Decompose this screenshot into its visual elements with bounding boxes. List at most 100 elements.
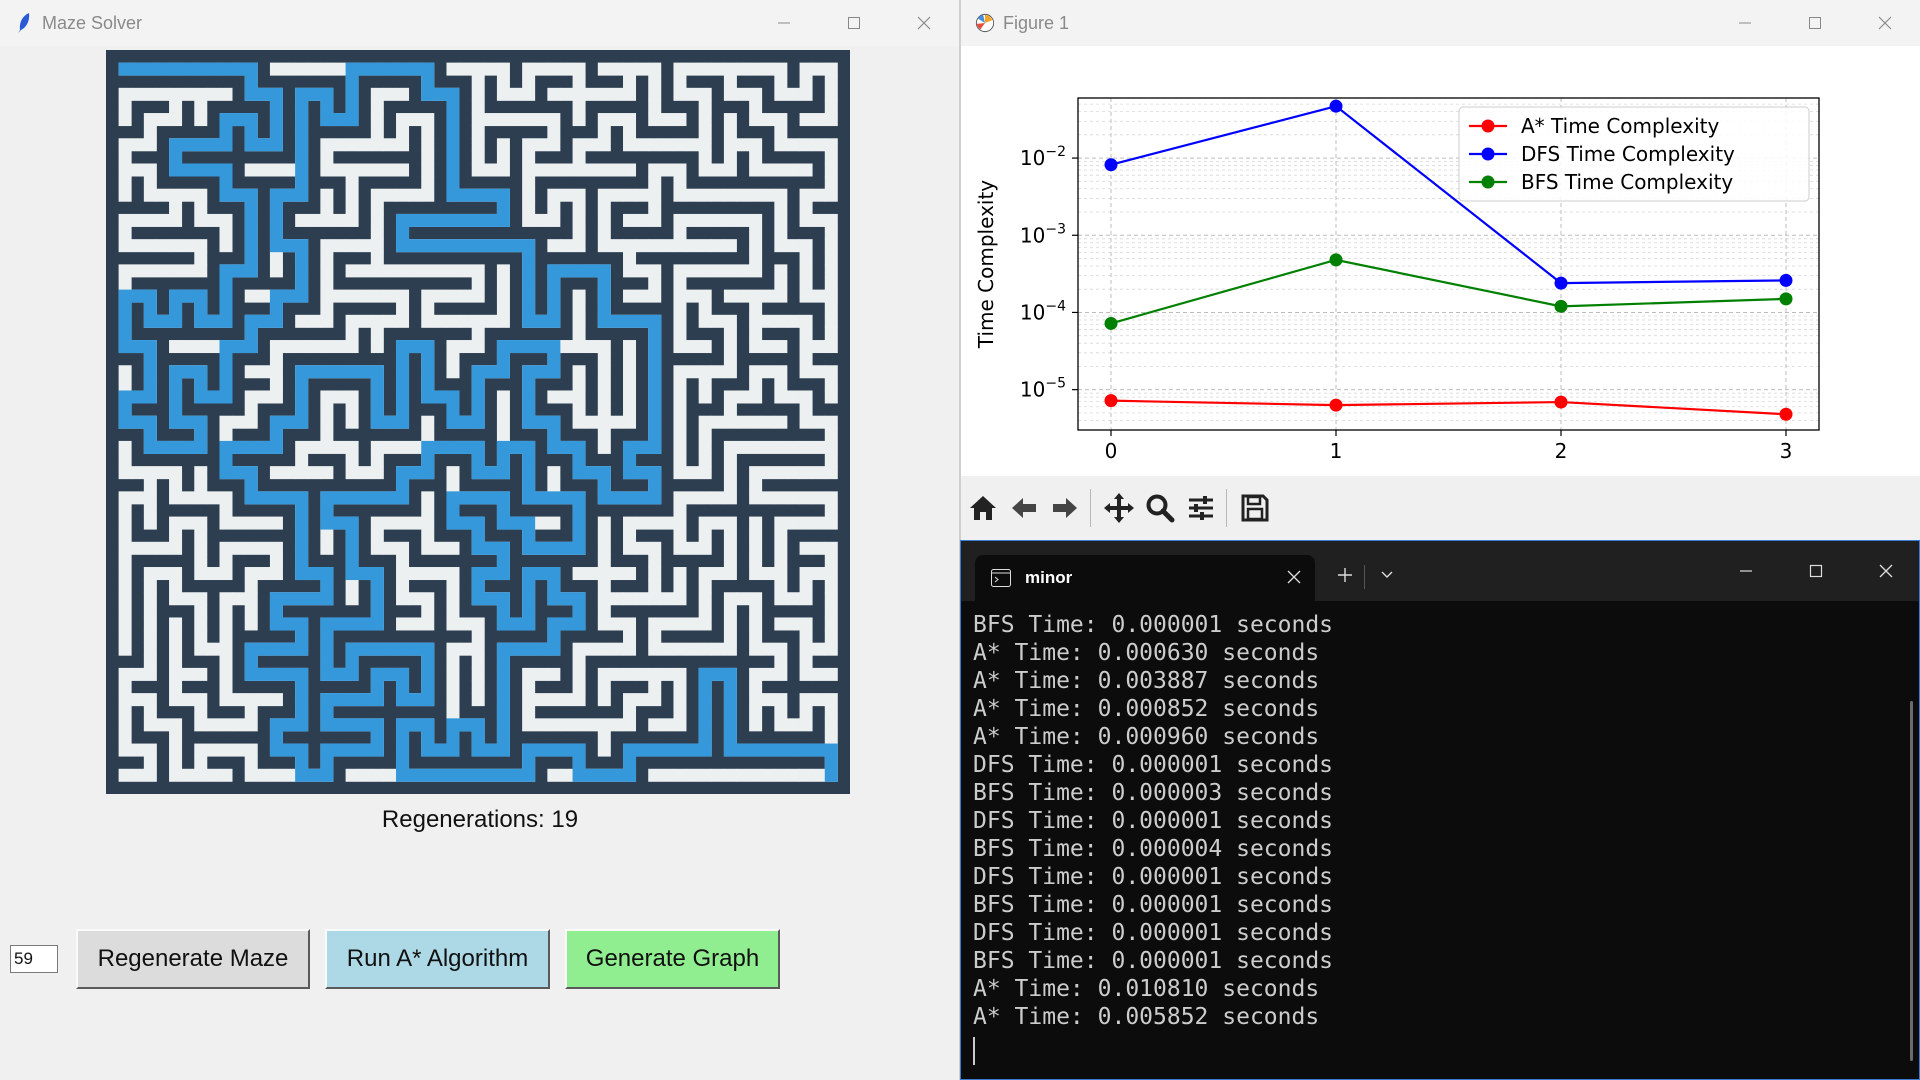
y-tick-label: 10−5 (1020, 376, 1066, 402)
series-line (1110, 399, 1787, 416)
maze-size-input[interactable] (10, 945, 58, 973)
save-icon (1241, 494, 1269, 522)
data-point (1104, 158, 1118, 172)
data-point (1554, 276, 1568, 290)
data-point (1329, 99, 1343, 113)
toolbar-separator (1090, 489, 1091, 527)
minimize-button[interactable] (1711, 541, 1781, 601)
maximize-button[interactable] (1780, 0, 1850, 46)
regenerate-maze-button[interactable]: Regenerate Maze (76, 929, 310, 989)
back-button[interactable] (1005, 488, 1043, 528)
data-point (1329, 253, 1343, 267)
home-icon (970, 496, 996, 520)
legend-box (1458, 106, 1810, 202)
minimize-button[interactable] (1710, 0, 1780, 46)
zoom-button[interactable] (1141, 488, 1179, 528)
terminal-line: BFS Time: 0.000001 seconds (973, 612, 1334, 638)
legend-marker (1481, 119, 1495, 133)
configure-subplots-button[interactable] (1182, 488, 1220, 528)
terminal-cursor (973, 1037, 975, 1065)
terminal-tab[interactable]: minor (975, 555, 1315, 601)
data-point (1779, 273, 1793, 287)
window-title: Maze Solver (42, 12, 143, 33)
close-button[interactable] (889, 0, 959, 46)
terminal-line: DFS Time: 0.000001 seconds (973, 920, 1334, 946)
feather-icon (14, 12, 34, 34)
tab-divider (1364, 565, 1365, 589)
series-bfs (1104, 253, 1793, 330)
y-tick-label: 10−3 (1020, 221, 1066, 247)
data-point (1554, 299, 1568, 313)
terminal-line: A* Time: 0.000852 seconds (973, 696, 1320, 722)
time-complexity-chart[interactable]: 10−5 10−4 10−3 10−2 0 1 2 3 Time Complexity A* Ti… (961, 46, 1920, 476)
regenerations-label: Regenerations: 19 (381, 806, 579, 833)
terminal-line: DFS Time: 0.000001 seconds (973, 808, 1334, 834)
terminal-output[interactable]: BFS Time: 0.000001 seconds A* Time: 0.000… (973, 611, 1899, 1079)
configure-icon (1189, 496, 1213, 520)
legend-label: BFS Time Complexity (1521, 170, 1733, 194)
generate-graph-button[interactable]: Generate Graph (565, 929, 780, 989)
new-tab-button[interactable] (1331, 561, 1359, 589)
series-line (1110, 104, 1787, 285)
terminal-line: A* Time: 0.000960 seconds (973, 724, 1320, 750)
maximize-icon (1809, 17, 1821, 29)
close-icon (917, 16, 931, 30)
maximize-button[interactable] (819, 0, 889, 46)
terminal-tab-title: minor (1025, 568, 1073, 587)
terminal-line: BFS Time: 0.000001 seconds (973, 892, 1334, 918)
pan-button[interactable] (1100, 488, 1138, 528)
axes-frame (1077, 97, 1820, 431)
figure-window: Figure 1 10−5 10−4 10−3 10−2 0 1 2 3 Time Comple… (960, 0, 1920, 540)
terminal-line: A* Time: 0.010810 seconds (973, 976, 1320, 1002)
data-point (1779, 407, 1793, 421)
cmd-icon (991, 569, 1011, 587)
pan-icon (1104, 493, 1134, 523)
toolbar-separator (1226, 489, 1227, 527)
home-button[interactable] (964, 488, 1002, 528)
run-astar-button[interactable]: Run A* Algorithm (325, 929, 550, 989)
close-button[interactable] (1850, 0, 1920, 46)
zoom-icon (1146, 494, 1175, 523)
x-tick-label: 3 (1780, 439, 1793, 463)
solution-path (118, 62, 838, 782)
terminal-line: A* Time: 0.003887 seconds (973, 668, 1320, 694)
matplotlib-icon (975, 12, 995, 34)
terminal-window: minor BFS Time: 0.000001 seconds A* Time:… (960, 540, 1920, 1080)
terminal-line: BFS Time: 0.000001 seconds (973, 948, 1334, 974)
x-tick-label: 0 (1105, 439, 1118, 463)
window-title: Figure 1 (1003, 12, 1070, 33)
maximize-icon (1809, 564, 1823, 578)
close-icon (1879, 564, 1893, 578)
terminal-line: A* Time: 0.005852 seconds (973, 1004, 1320, 1030)
terminal-scrollbar[interactable] (1910, 701, 1913, 1061)
data-point (1104, 316, 1118, 330)
minimize-button[interactable] (749, 0, 819, 46)
maximize-button[interactable] (1781, 541, 1851, 601)
legend-label: DFS Time Complexity (1521, 142, 1735, 166)
close-icon (1878, 16, 1892, 30)
terminal-line: BFS Time: 0.000003 seconds (973, 780, 1334, 806)
close-button[interactable] (1851, 541, 1919, 601)
tab-dropdown-button[interactable] (1373, 561, 1401, 589)
legend-marker (1481, 147, 1495, 161)
maze-canvas[interactable] (106, 50, 850, 794)
series-line (1110, 258, 1787, 325)
chevron-down-icon (1381, 571, 1393, 578)
data-point (1329, 398, 1343, 412)
legend-label: A* Time Complexity (1521, 114, 1719, 138)
terminal-line: A* Time: 0.000630 seconds (973, 640, 1320, 666)
save-button[interactable] (1236, 488, 1274, 528)
y-tick-label: 10−2 (1020, 144, 1066, 170)
close-tab-icon[interactable] (1287, 570, 1301, 584)
terminal-line: DFS Time: 0.000001 seconds (973, 864, 1334, 890)
terminal-line: BFS Time: 0.000004 seconds (973, 836, 1334, 862)
series-astar (1104, 394, 1793, 421)
maximize-icon (848, 17, 860, 29)
figure-titlebar: Figure 1 (961, 0, 1920, 46)
terminal-line: DFS Time: 0.000001 seconds (973, 752, 1334, 778)
data-point (1779, 292, 1793, 306)
data-point (1554, 395, 1568, 409)
chart-legend: A* Time Complexity DFS Time Complexity BFS… (1458, 106, 1810, 202)
legend-marker (1481, 175, 1495, 189)
forward-button[interactable] (1046, 488, 1084, 528)
